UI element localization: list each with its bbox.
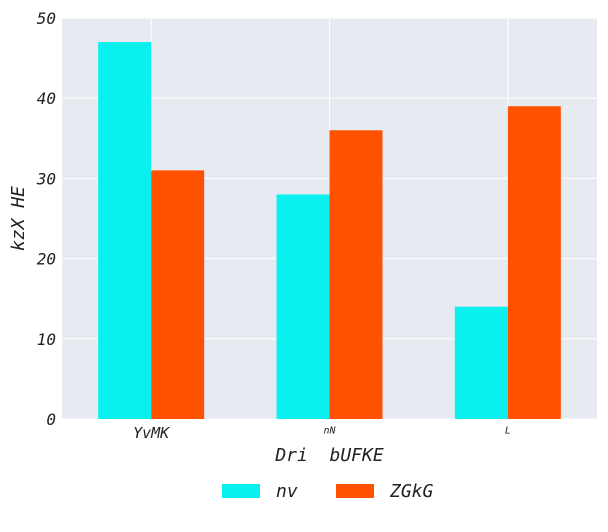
bar xyxy=(507,106,561,419)
legend-label-nv: nv xyxy=(276,481,298,502)
legend-swatch-zgkg xyxy=(336,484,374,498)
bar xyxy=(98,42,152,420)
y-axis-title: kzX HE xyxy=(8,186,29,251)
y-tick-label: 10 xyxy=(37,330,56,349)
bar xyxy=(151,170,205,419)
x-tick-label: L xyxy=(505,426,511,437)
y-tick-label: 40 xyxy=(37,89,56,108)
y-tick-label: 20 xyxy=(37,250,56,269)
x-tick-label: nN xyxy=(323,426,336,437)
y-axis-ticks: 0 10 20 30 40 50 xyxy=(36,9,56,429)
bar xyxy=(329,130,383,419)
y-tick-label: 0 xyxy=(46,410,56,429)
legend-swatch-nv xyxy=(222,484,260,498)
x-tick-label: YvMK xyxy=(133,424,170,442)
legend: nv ZGkG xyxy=(222,481,434,502)
y-tick-label: 50 xyxy=(37,9,56,28)
bars xyxy=(98,42,561,420)
bar xyxy=(454,306,508,419)
legend-label-zgkg: ZGkG xyxy=(389,481,434,502)
x-axis-ticks: YvMK nN L xyxy=(133,424,511,442)
bar xyxy=(276,194,330,419)
x-axis-title: Dri bUFKE xyxy=(274,445,384,466)
y-tick-label: 30 xyxy=(36,169,56,188)
